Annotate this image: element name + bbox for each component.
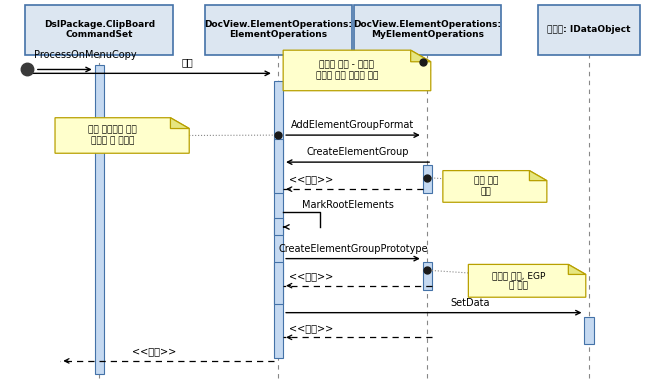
Polygon shape [411,50,431,62]
Polygon shape [568,264,586,274]
Polygon shape [443,171,547,202]
Text: 동일한 개체 - 명확한
설명을 위해 클래스 분리: 동일한 개체 - 명확한 설명을 위해 클래스 분리 [316,61,378,80]
Polygon shape [468,264,586,297]
Bar [423,262,432,290]
Bar [274,262,283,304]
Text: <<반환>>: <<반환>> [289,271,333,281]
Text: 또한 사용자가 끌기
시작할 때 호출됨: 또한 사용자가 끌기 시작할 때 호출됨 [89,126,137,145]
Bar [205,5,352,55]
Text: DocView.ElementOperations:
MyElementOperations: DocView.ElementOperations: MyElementOper… [354,20,501,39]
Text: CreateElementGroup: CreateElementGroup [307,147,409,157]
Bar [354,5,501,55]
Polygon shape [529,171,547,181]
Text: MarkRootElements: MarkRootElements [302,200,394,210]
Text: DocView.ElementOperations:
ElementOperations: DocView.ElementOperations: ElementOperat… [205,20,352,39]
Bar [584,317,594,344]
Text: ProcessOnMenuCopy: ProcessOnMenuCopy [34,50,136,60]
Text: 데이터: IDataObject: 데이터: IDataObject [548,25,631,34]
Bar [25,5,173,55]
Bar [423,165,432,193]
Polygon shape [55,118,189,153]
Polygon shape [170,118,189,129]
Bar [95,65,104,374]
Text: <<반환>>: <<반환>> [132,346,176,356]
Text: AddElementGroupFormat: AddElementGroupFormat [291,120,415,130]
Polygon shape [283,50,431,91]
Bar [274,81,283,358]
Text: <<반환>>: <<반환>> [289,174,333,185]
Text: <<반환>>: <<반환>> [289,323,333,333]
Text: 세이프 추가, EGP
로 변환: 세이프 추가, EGP 로 변환 [492,271,545,291]
Text: SetData: SetData [450,298,489,308]
Text: DslPackage.ClipBoard
CommandSet: DslPackage.ClipBoard CommandSet [44,20,155,39]
Bar [274,218,283,235]
Text: 복사: 복사 [182,58,194,68]
Text: 모델 요소
추가: 모델 요소 추가 [474,177,499,196]
Bar [274,139,283,193]
Bar [538,5,640,55]
Text: CreateElementGroupPrototype: CreateElementGroupPrototype [278,244,427,254]
